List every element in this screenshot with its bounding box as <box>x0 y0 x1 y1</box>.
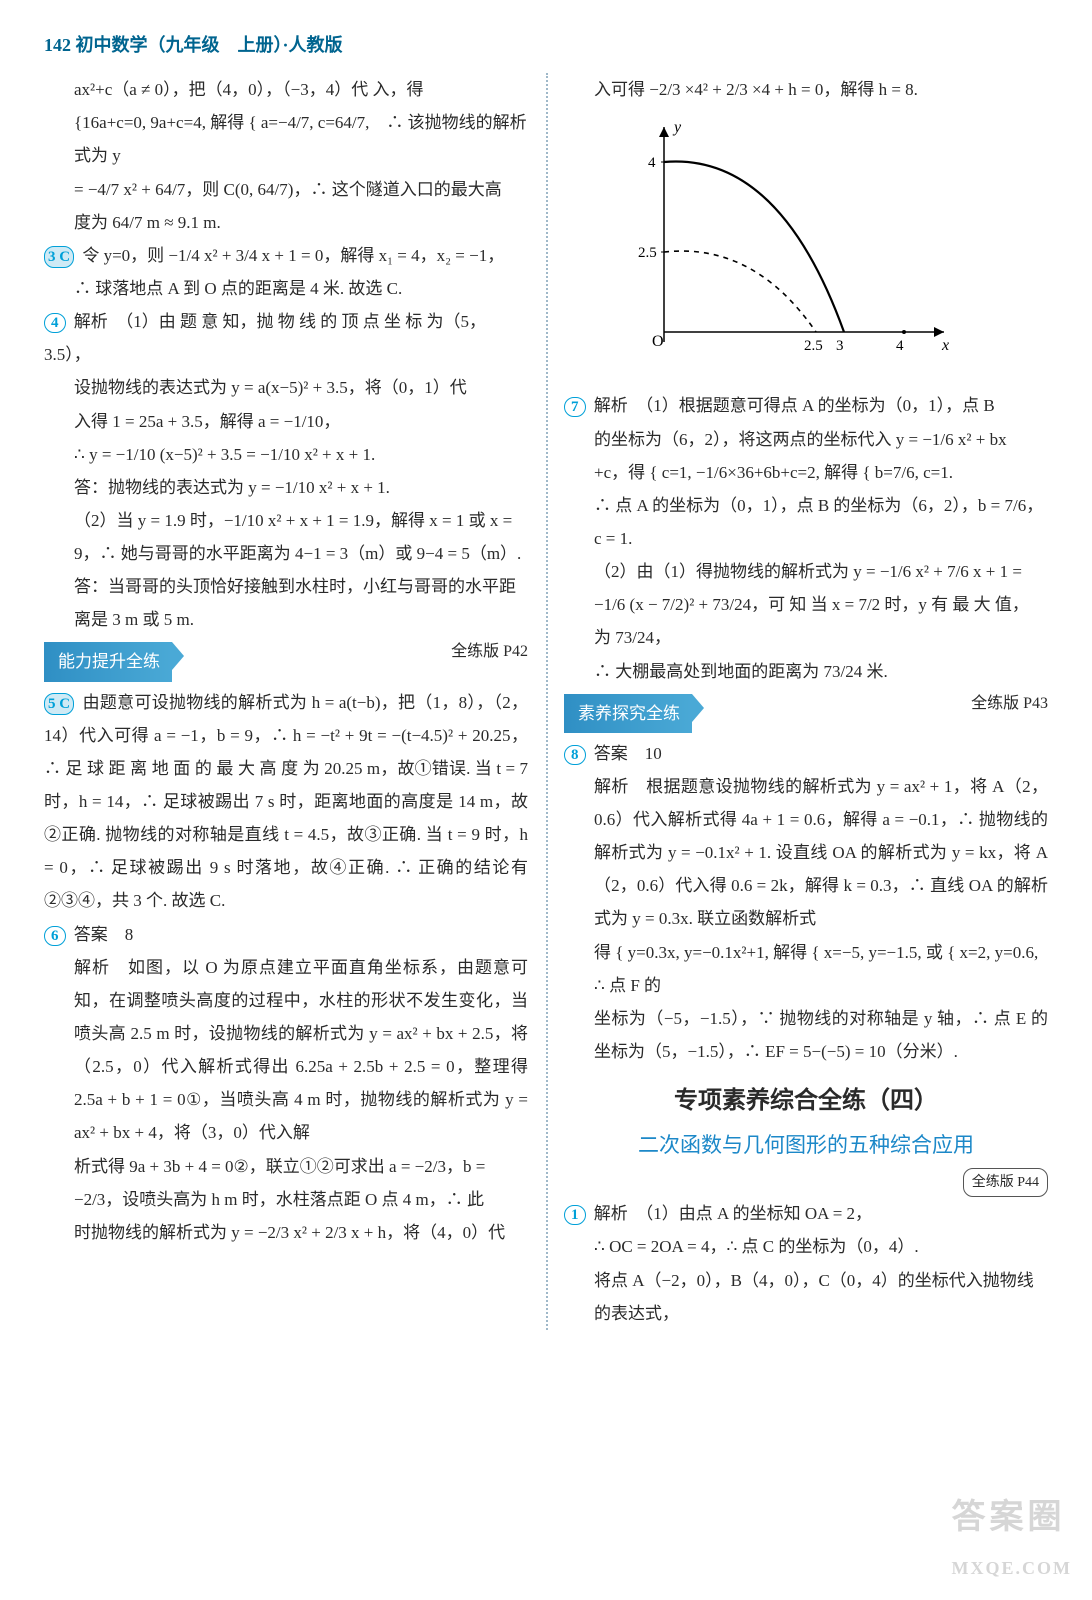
text: 坐标为（−5，−1.5），∵ 抛物线的对称轴是 y 轴，∴ 点 E 的坐标为（5… <box>564 1002 1048 1068</box>
text: {16a+c=0, 9a+c=4, 解得 { a=−4/7, c=64/7, ∴… <box>44 106 528 172</box>
section-ability: 全练版 P42 能力提升全练 <box>44 636 528 685</box>
svg-text:x: x <box>941 337 949 354</box>
badge-5c: 5 C <box>44 693 74 715</box>
right-column: 入可得 −2/3 ×4² + 2/3 ×4 + h = 0，解得 h = 8. … <box>546 73 1048 1330</box>
text: 析式得 9a + 3b + 4 = 0②，联立①②可求出 a = −2/3，b … <box>44 1150 528 1183</box>
section-tab: 素养探究全练 <box>564 694 692 733</box>
svg-text:y: y <box>672 119 682 136</box>
q7: 7 解析 （1）根据题意可得点 A 的坐标为（0，1），点 B <box>564 389 1048 422</box>
svg-text:4: 4 <box>648 155 656 171</box>
q3: 3 C 令 y=0，则 −1/4 x² + 3/4 x + 1 = 0，解得 x… <box>44 239 528 272</box>
text: 时抛物线的解析式为 y = −2/3 x² + 2/3 x + h，将（4，0）… <box>44 1216 528 1249</box>
text: ∴ 点 A 的坐标为（0，1），点 B 的坐标为（6，2），b = 7/6，c … <box>564 489 1048 555</box>
special-title: 专项素养综合全练（四） <box>564 1078 1048 1125</box>
text: 解析 （1）根据题意可得点 A 的坐标为（0，1），点 B <box>594 396 995 415</box>
text: 答案 10 <box>594 744 662 763</box>
special-subtitle: 二次函数与几何图形的五种综合应用 <box>564 1125 1048 1166</box>
text: ∴ OC = 2OA = 4，∴ 点 C 的坐标为（0，4）. <box>564 1230 1048 1263</box>
svg-text:3: 3 <box>836 338 844 354</box>
text: 入得 1 = 25a + 3.5，解得 a = −1/10， <box>44 405 528 438</box>
section-suyang: 全练版 P43 素养探究全练 <box>564 688 1048 737</box>
text: 答案 8 <box>74 925 134 944</box>
text: 设抛物线的表达式为 y = a(x−5)² + 3.5，将（0，1）代 <box>44 371 528 404</box>
text: ∴ 球落地点 A 到 O 点的距离是 4 米. 故选 C. <box>44 272 528 305</box>
text: 解析 （1）由 题 意 知，抛 物 线 的 顶 点 坐 标 为（5，3.5）， <box>44 312 486 364</box>
left-column: ax²+c（a ≠ 0），把（4，0），（−3，4）代 入，得 {16a+c=0… <box>44 73 546 1330</box>
text: −1/6 (x − 7/2)² + 73/24，可 知 当 x = 7/2 时，… <box>564 588 1048 621</box>
text: 解析 如图，以 O 为原点建立平面直角坐标系，由题意可知，在调整喷头高度的过程中… <box>44 951 528 1150</box>
badge-4: 4 <box>44 313 66 333</box>
watermark: 答案圈 MXQE.COM <box>952 1485 1072 1586</box>
badge-8: 8 <box>564 745 586 765</box>
text: 由题意可设抛物线的解析式为 h = a(t−b)，把（1，8），（2，14）代入… <box>44 693 528 911</box>
column-divider <box>546 73 548 1330</box>
q6: 6 答案 8 <box>44 918 528 951</box>
badge-6: 6 <box>44 926 66 946</box>
text: 得 { y=0.3x, y=−0.1x²+1, 解得 { x=−5, y=−1.… <box>564 936 1048 1002</box>
text: 令 y=0，则 −1/4 x² + 3/4 x + 1 = 0，解得 x₁ = … <box>82 246 504 265</box>
text: 答：当哥哥的头顶恰好接触到水柱时，小红与哥哥的水平距离是 3 m 或 5 m. <box>44 570 528 636</box>
q5: 5 C 由题意可设抛物线的解析式为 h = a(t−b)，把（1，8），（2，1… <box>44 686 528 918</box>
text: 入可得 −2/3 ×4² + 2/3 ×4 + h = 0，解得 h = 8. <box>564 73 1048 106</box>
q4: 4 解析 （1）由 题 意 知，抛 物 线 的 顶 点 坐 标 为（5，3.5）… <box>44 305 528 371</box>
page-ref: 全练版 P42 <box>451 636 528 667</box>
svg-text:4: 4 <box>896 338 904 354</box>
page-ref: 全练版 P43 <box>971 688 1048 719</box>
text: ax²+c（a ≠ 0），把（4，0），（−3，4）代 入，得 <box>44 73 528 106</box>
text: （2）当 y = 1.9 时，−1/10 x² + x + 1 = 1.9，解得… <box>44 504 528 537</box>
watermark-text: 答案圈 <box>952 1499 1066 1536</box>
text: = −4/7 x² + 64/7，则 C(0, 64/7)，∴ 这个隧道入口的最… <box>44 173 528 206</box>
text: 将点 A（−2，0），B（4，0），C（0，4）的坐标代入抛物线的表达式， <box>564 1264 1048 1330</box>
text: −2/3，设喷头高为 h m 时，水柱落点距 O 点 4 m，∴ 此 <box>44 1183 528 1216</box>
svg-text:2.5: 2.5 <box>638 245 657 261</box>
text: 解析 （1）由点 A 的坐标知 OA = 2， <box>594 1204 872 1223</box>
text: ∴ y = −1/10 (x−5)² + 3.5 = −1/10 x² + x … <box>44 438 528 471</box>
watermark-url: MXQE.COM <box>952 1551 1072 1586</box>
q1: 1 解析 （1）由点 A 的坐标知 OA = 2， <box>564 1197 1048 1230</box>
text: ∴ 大棚最高处到地面的距离为 73/24 米. <box>564 655 1048 688</box>
badge-7: 7 <box>564 397 586 417</box>
page-pill: 全练版 P44 <box>963 1168 1048 1197</box>
text: 9，∴ 她与哥哥的水平距离为 4−1 = 3（m）或 9−4 = 5（m）. <box>44 537 528 570</box>
text: 解析 根据题意设抛物线的解析式为 y = ax² + 1，将 A（2，0.6）代… <box>564 770 1048 936</box>
badge-1: 1 <box>564 1205 586 1225</box>
text: （2）由（1）得抛物线的解析式为 y = −1/6 x² + 7/6 x + 1… <box>564 555 1048 588</box>
text: +c，得 { c=1, −1/6×36+6b+c=2, 解得 { b=7/6, … <box>564 456 1048 489</box>
coordinate-graph: O x y 2.5 3 4 2.5 4 <box>604 112 964 372</box>
svg-text:2.5: 2.5 <box>804 338 823 354</box>
q8: 8 答案 10 <box>564 737 1048 770</box>
page-header: 142 初中数学（九年级 上册）·人教版 <box>44 28 1048 63</box>
text: 度为 64/7 m ≈ 9.1 m. <box>44 206 528 239</box>
text: 答：抛物线的表达式为 y = −1/10 x² + x + 1. <box>44 471 528 504</box>
text: 的坐标为（6，2），将这两点的坐标代入 y = −1/6 x² + bx <box>564 423 1048 456</box>
badge-3c: 3 C <box>44 246 74 268</box>
text: 为 73/24， <box>564 621 1048 654</box>
svg-text:O: O <box>652 333 664 350</box>
section-tab: 能力提升全练 <box>44 642 172 681</box>
